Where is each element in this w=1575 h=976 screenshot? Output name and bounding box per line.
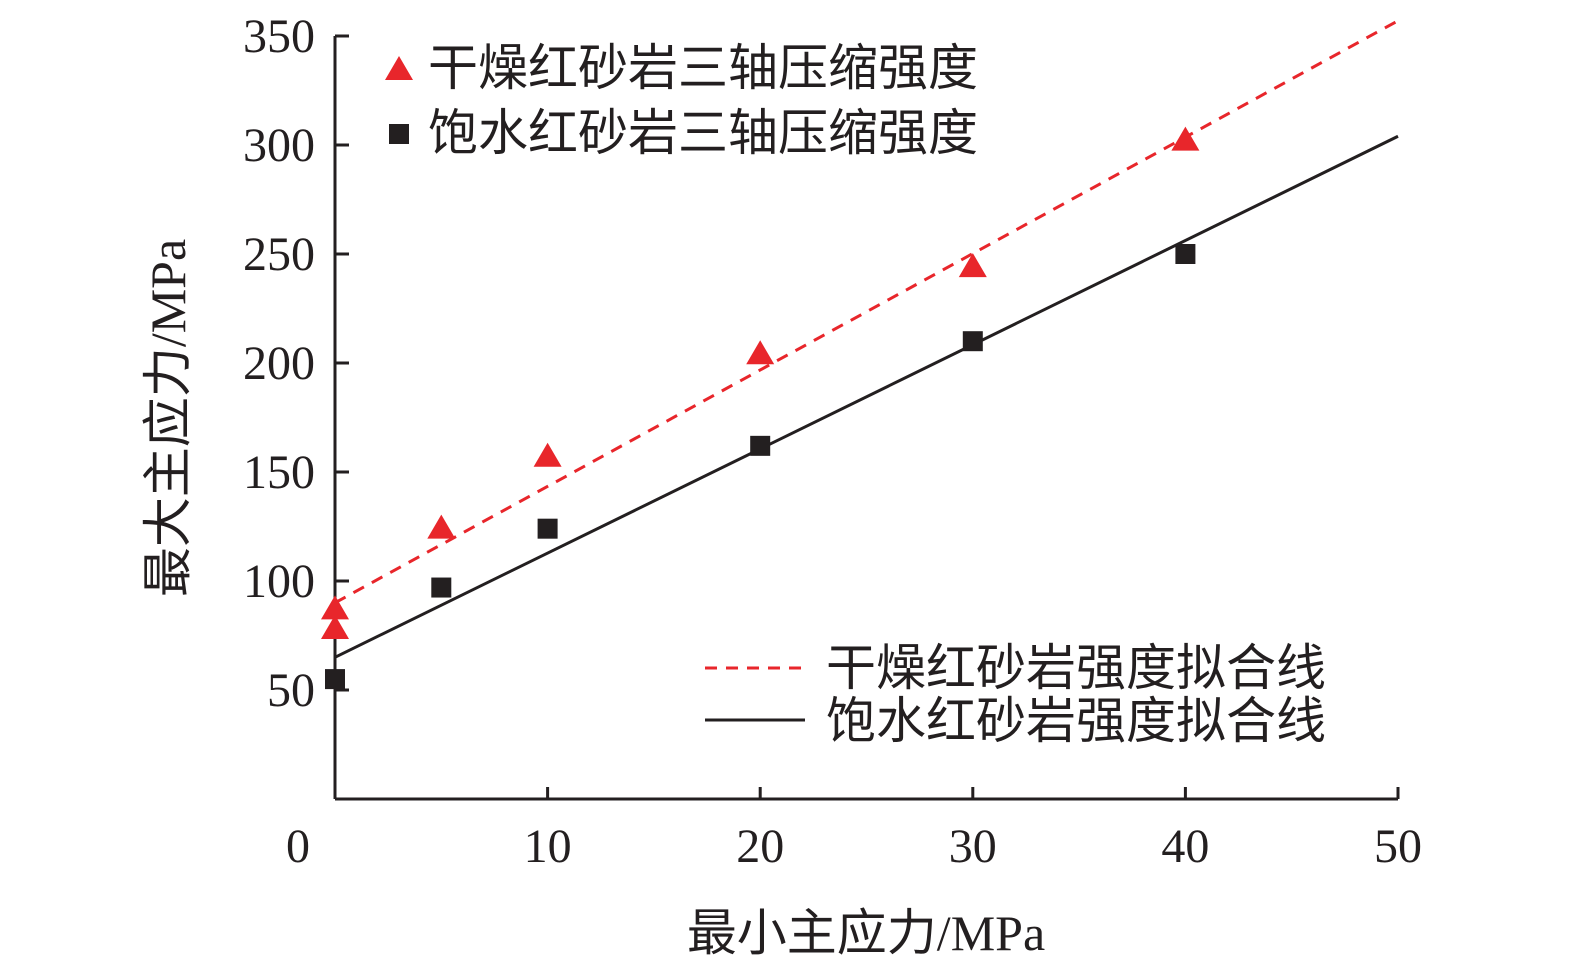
y-tick-label: 100 [243, 555, 315, 608]
dry-data-point [1171, 126, 1200, 151]
legend-fit-lines: 干燥红砂岩强度拟合线 饱水红砂岩强度拟合线 [705, 640, 1326, 749]
x-tick-label: 10 [524, 820, 572, 873]
dry-data-point [958, 253, 987, 278]
legend-markers: 干燥红砂岩三轴压缩强度 饱水红砂岩三轴压缩强度 [385, 40, 978, 161]
x-tick-label: 20 [736, 820, 784, 873]
legend-dry-fit-label: 干燥红砂岩强度拟合线 [826, 640, 1326, 696]
x-tick-label: 40 [1161, 820, 1209, 873]
x-tick-label: 0 [286, 820, 310, 873]
legend-saturated-label: 饱水红砂岩三轴压缩强度 [428, 105, 978, 161]
saturated-data-point [750, 435, 771, 456]
x-axis-label: 最小主应力/MPa [687, 905, 1045, 961]
x-tick-label: 50 [1374, 820, 1422, 873]
dry-data-point [321, 614, 349, 639]
y-tick-label: 250 [243, 228, 315, 281]
legend-square-marker [389, 124, 409, 144]
saturated-data-point [325, 669, 345, 690]
y-tick-label: 200 [243, 337, 315, 390]
dry-data-point [427, 514, 456, 539]
legend-saturated-fit-label: 饱水红砂岩强度拟合线 [826, 693, 1326, 749]
saturated-data-point [1175, 244, 1196, 264]
y-tick-label: 350 [243, 10, 315, 63]
dry-fit-line [334, 19, 1399, 605]
y-tick-label: 50 [267, 664, 315, 717]
saturated-data-point [431, 577, 452, 598]
saturated-data-point [962, 331, 983, 352]
saturated-data-point [537, 518, 558, 539]
y-axis-label: 最大主应力/MPa [140, 239, 196, 597]
y-tick-label: 300 [243, 119, 315, 172]
x-tick-label: 30 [949, 820, 997, 873]
legend-triangle-marker [385, 56, 413, 80]
saturated-fit-line [334, 134, 1399, 659]
dry-data-point [746, 340, 775, 365]
legend-dry-label: 干燥红砂岩三轴压缩强度 [428, 40, 978, 96]
y-tick-label: 150 [243, 446, 315, 499]
dry-data-point [321, 595, 349, 620]
dry-data-point [533, 442, 562, 467]
